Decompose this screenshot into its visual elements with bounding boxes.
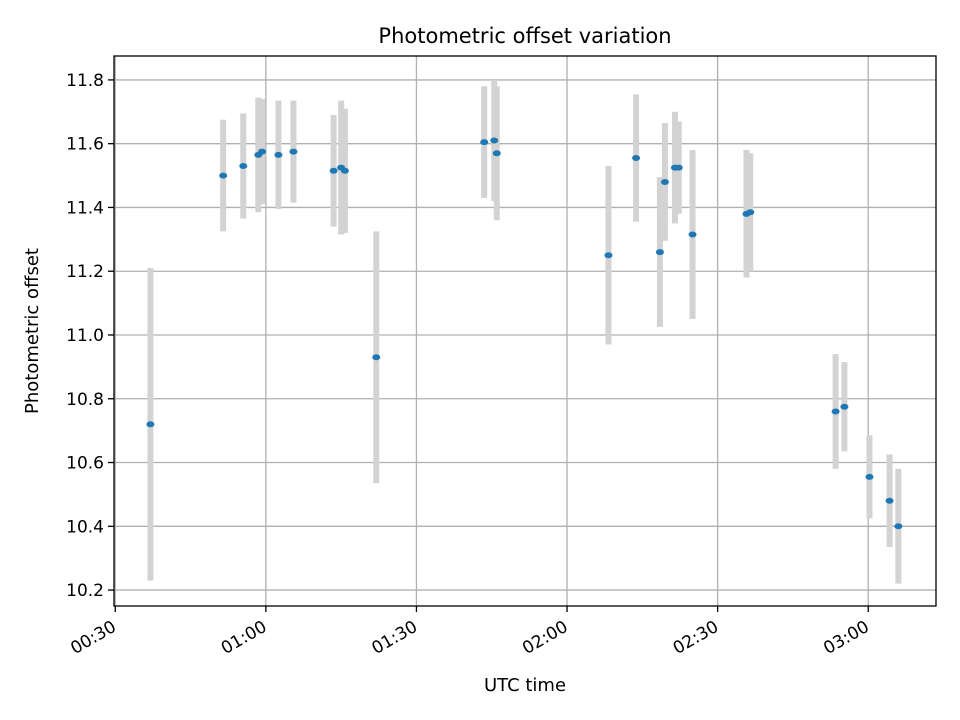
y-tick-label: 11.0 <box>66 326 104 346</box>
y-axis: 10.2 10.4 10.6 10.8 11.0 11.2 11.4 11.6 11.8 <box>66 71 114 601</box>
data-point <box>688 231 697 238</box>
plot-frame <box>113 55 937 607</box>
data-point <box>492 150 501 157</box>
data-point <box>239 163 248 169</box>
data-point <box>146 421 155 428</box>
data-point <box>372 354 381 361</box>
y-tick-label: 11.6 <box>66 135 104 155</box>
y-tick-label: 10.4 <box>66 517 104 537</box>
data-point <box>831 408 840 415</box>
data-point <box>480 139 489 146</box>
data-point <box>604 252 613 259</box>
data-point <box>258 148 267 155</box>
data-point <box>219 172 228 179</box>
data-point <box>289 148 298 155</box>
data-point <box>865 473 874 480</box>
data-point <box>655 249 664 256</box>
data-point <box>894 523 903 530</box>
data-point <box>490 137 499 144</box>
x-axis-title: UTC time <box>484 675 566 696</box>
data-point <box>840 403 849 410</box>
y-tick-label: 11.8 <box>66 71 104 91</box>
y-tick-label: 10.8 <box>66 390 104 410</box>
y-tick-label: 10.6 <box>66 454 104 474</box>
data-point <box>274 151 283 158</box>
y-axis-title: Photometric offset <box>22 248 43 414</box>
y-tick-label: 10.2 <box>66 581 104 601</box>
y-tick-label: 11.4 <box>66 198 104 218</box>
data-point <box>632 155 641 162</box>
data-point <box>674 164 683 171</box>
data-point <box>340 167 349 174</box>
data-point <box>746 209 755 216</box>
data-point <box>329 167 338 174</box>
grid <box>114 56 936 606</box>
data-point <box>885 497 894 504</box>
y-tick-label: 11.2 <box>66 262 104 282</box>
chart-title: Photometric offset variation <box>378 24 671 48</box>
data-points <box>146 137 903 530</box>
data-point <box>660 178 669 185</box>
